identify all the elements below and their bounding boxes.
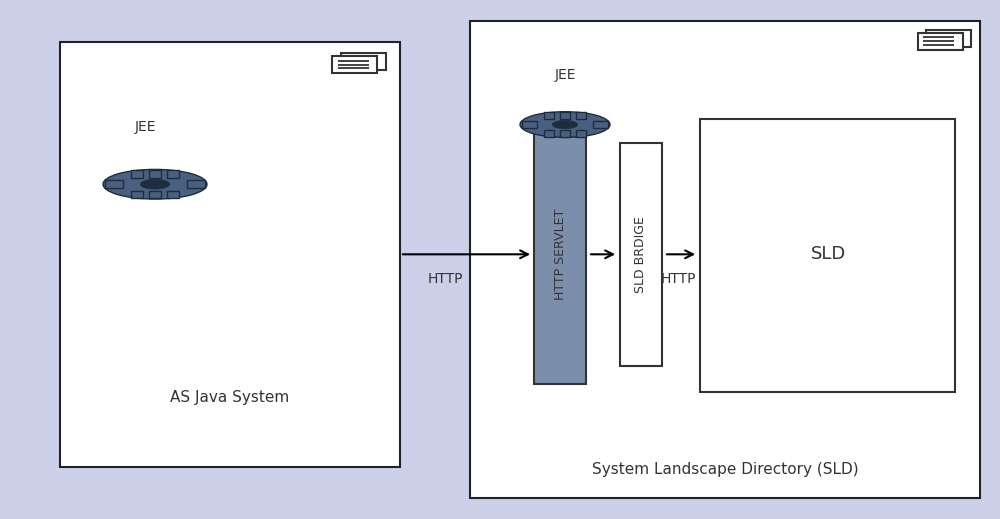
Text: HTTP SERVLET: HTTP SERVLET: [554, 209, 566, 300]
Bar: [187, 181, 205, 188]
Bar: [522, 121, 537, 128]
Bar: [105, 181, 123, 188]
FancyBboxPatch shape: [918, 33, 962, 50]
FancyBboxPatch shape: [332, 56, 377, 73]
Text: JEE: JEE: [554, 69, 576, 82]
Ellipse shape: [552, 120, 578, 129]
FancyBboxPatch shape: [620, 143, 662, 366]
Text: SLD BRDIGE: SLD BRDIGE: [635, 216, 648, 293]
Text: JEE: JEE: [134, 120, 156, 134]
Text: SLD: SLD: [810, 245, 846, 263]
Bar: [576, 113, 586, 119]
Ellipse shape: [107, 175, 203, 198]
FancyBboxPatch shape: [341, 53, 386, 70]
Bar: [593, 121, 608, 128]
FancyBboxPatch shape: [470, 21, 980, 498]
FancyBboxPatch shape: [700, 119, 955, 392]
Ellipse shape: [520, 112, 610, 138]
Bar: [544, 130, 554, 136]
FancyBboxPatch shape: [60, 42, 400, 467]
Ellipse shape: [524, 117, 606, 136]
FancyBboxPatch shape: [926, 30, 971, 47]
Text: HTTP: HTTP: [427, 272, 463, 286]
Text: HTTP: HTTP: [660, 272, 696, 286]
Bar: [560, 130, 570, 136]
Text: AS Java System: AS Java System: [170, 390, 290, 404]
Ellipse shape: [140, 180, 170, 189]
Bar: [576, 130, 586, 136]
Bar: [544, 113, 554, 119]
Bar: [149, 170, 161, 177]
Ellipse shape: [103, 169, 207, 199]
Bar: [167, 191, 179, 198]
Bar: [167, 170, 179, 177]
Bar: [149, 191, 161, 198]
Text: System Landscape Directory (SLD): System Landscape Directory (SLD): [592, 462, 858, 477]
Bar: [560, 113, 570, 119]
Bar: [131, 170, 143, 177]
FancyBboxPatch shape: [534, 125, 586, 384]
Bar: [131, 191, 143, 198]
